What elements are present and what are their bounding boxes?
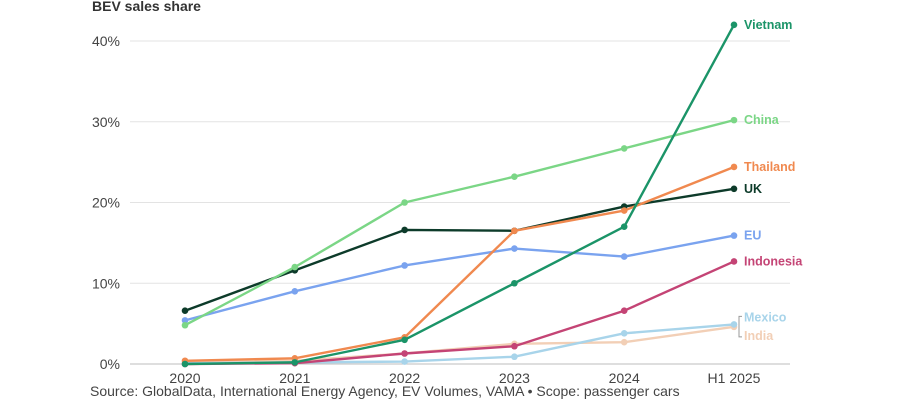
label-bracket — [738, 315, 742, 338]
series-label-indonesia: Indonesia — [744, 254, 803, 268]
data-point — [511, 245, 518, 252]
series-label-thailand: Thailand — [744, 160, 795, 174]
data-point — [291, 288, 299, 295]
x-tick-label: H1 2025 — [708, 370, 761, 386]
data-point — [730, 185, 738, 193]
data-point — [620, 207, 628, 214]
data-point — [401, 358, 408, 365]
series-label-vietnam: Vietnam — [744, 18, 792, 32]
y-tick-label: 20% — [92, 195, 120, 211]
series-label-india: India — [744, 329, 774, 343]
data-point — [181, 321, 189, 329]
data-point — [511, 342, 518, 350]
x-tick-label: 2024 — [609, 370, 640, 386]
series-labels: Vietnam China Thailand UK EU Indonesia Mexico I… — [738, 18, 803, 343]
chart-title: BEV sales share — [92, 0, 201, 14]
series-eu — [181, 232, 738, 324]
x-tick-label: 2023 — [499, 370, 530, 386]
data-point — [291, 263, 299, 271]
data-point — [401, 336, 408, 344]
x-tick-label: 2021 — [279, 370, 310, 386]
data-point — [730, 116, 738, 124]
source-note: Source: GlobalData, International Energy… — [90, 383, 680, 399]
series-vietnam — [181, 21, 738, 368]
data-point — [401, 262, 408, 269]
data-point — [620, 307, 628, 315]
series-line — [183, 23, 736, 366]
series-line — [183, 118, 736, 327]
data-point — [511, 353, 518, 361]
data-point — [401, 350, 408, 357]
x-axis-ticks: 2020 2021 2022 2023 2024 H1 2025 — [169, 370, 760, 386]
data-point — [730, 163, 738, 171]
data-point — [511, 279, 518, 287]
data-point — [620, 223, 628, 231]
series-line — [183, 165, 736, 362]
data-point — [401, 199, 408, 206]
data-point — [511, 227, 518, 235]
series-lines — [181, 21, 738, 368]
series-label-mexico: Mexico — [744, 310, 787, 324]
data-point — [620, 338, 628, 346]
y-tick-label: 30% — [92, 114, 120, 130]
data-point — [730, 321, 738, 328]
data-point — [730, 232, 738, 239]
y-tick-label: 40% — [92, 33, 120, 49]
series-line — [183, 234, 736, 322]
data-point — [730, 258, 738, 265]
series-label-uk: UK — [744, 182, 762, 196]
data-point — [620, 330, 628, 337]
data-point — [291, 359, 299, 366]
series-line — [183, 187, 736, 312]
series-label-china: China — [744, 113, 780, 127]
data-point — [181, 317, 189, 324]
series-thailand — [181, 163, 738, 365]
series-line — [183, 323, 736, 365]
series-label-eu: EU — [744, 229, 761, 243]
series-china — [181, 116, 738, 329]
data-point — [620, 145, 628, 152]
data-point — [511, 173, 518, 180]
x-tick-label: 2022 — [389, 370, 420, 386]
data-point — [181, 307, 189, 315]
y-axis-ticks: 0% 10% 20% 30% 40% — [92, 33, 120, 372]
data-point — [401, 226, 408, 234]
data-point — [181, 360, 189, 368]
y-tick-label: 10% — [92, 275, 120, 291]
series-line — [183, 325, 736, 364]
x-tick-label: 2020 — [169, 370, 200, 386]
gridlines — [130, 40, 790, 365]
y-tick-label: 0% — [100, 356, 120, 372]
data-point — [620, 253, 628, 260]
data-point — [730, 21, 738, 29]
